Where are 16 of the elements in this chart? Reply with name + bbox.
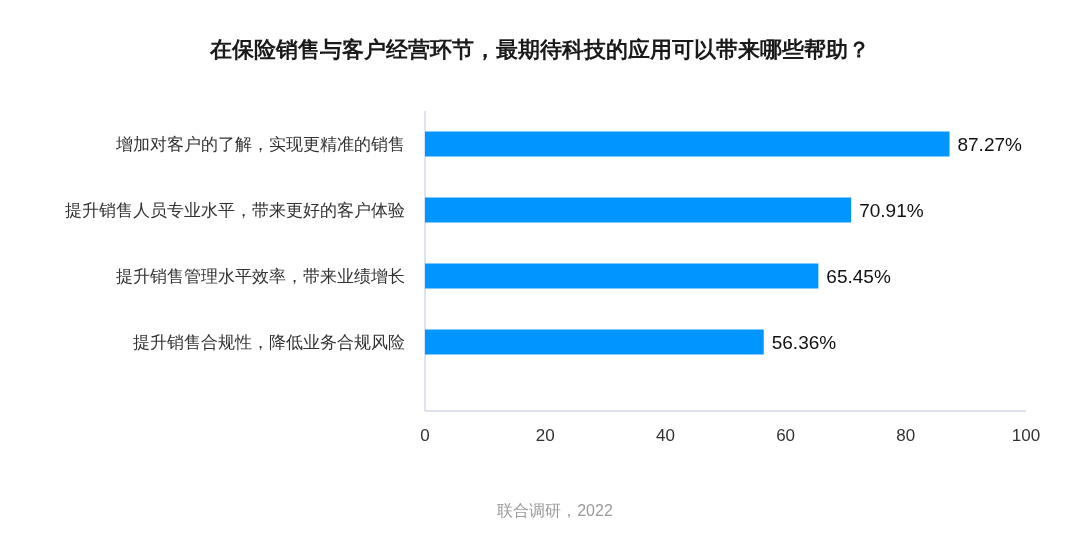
x-tick: 100	[1011, 426, 1041, 445]
category-label: 提升销售合规性，降低业务合规风险	[133, 333, 405, 352]
category-label: 提升销售管理水平效率，带来业绩增长	[116, 267, 405, 286]
x-tick: 20	[535, 426, 555, 445]
annotation: 联合调研，2022	[497, 502, 613, 519]
x-tick: 40	[655, 426, 675, 445]
title: 在保险销售与客户经营环节，最期待科技的应用可以带来哪些帮助？	[210, 37, 870, 62]
x-tick: 60	[776, 426, 796, 445]
x-tick: 0	[420, 426, 430, 445]
category-label: 提升销售人员专业水平，带来更好的客户体验	[65, 201, 405, 220]
x-tick: 80	[896, 426, 916, 445]
data-label: 87.27%	[957, 134, 1022, 155]
data-label: 56.36%	[771, 332, 837, 353]
data-label: 70.91%	[859, 200, 924, 221]
category-label: 增加对客户的了解，实现更精准的销售	[116, 135, 405, 154]
data-label: 65.45%	[826, 266, 891, 287]
